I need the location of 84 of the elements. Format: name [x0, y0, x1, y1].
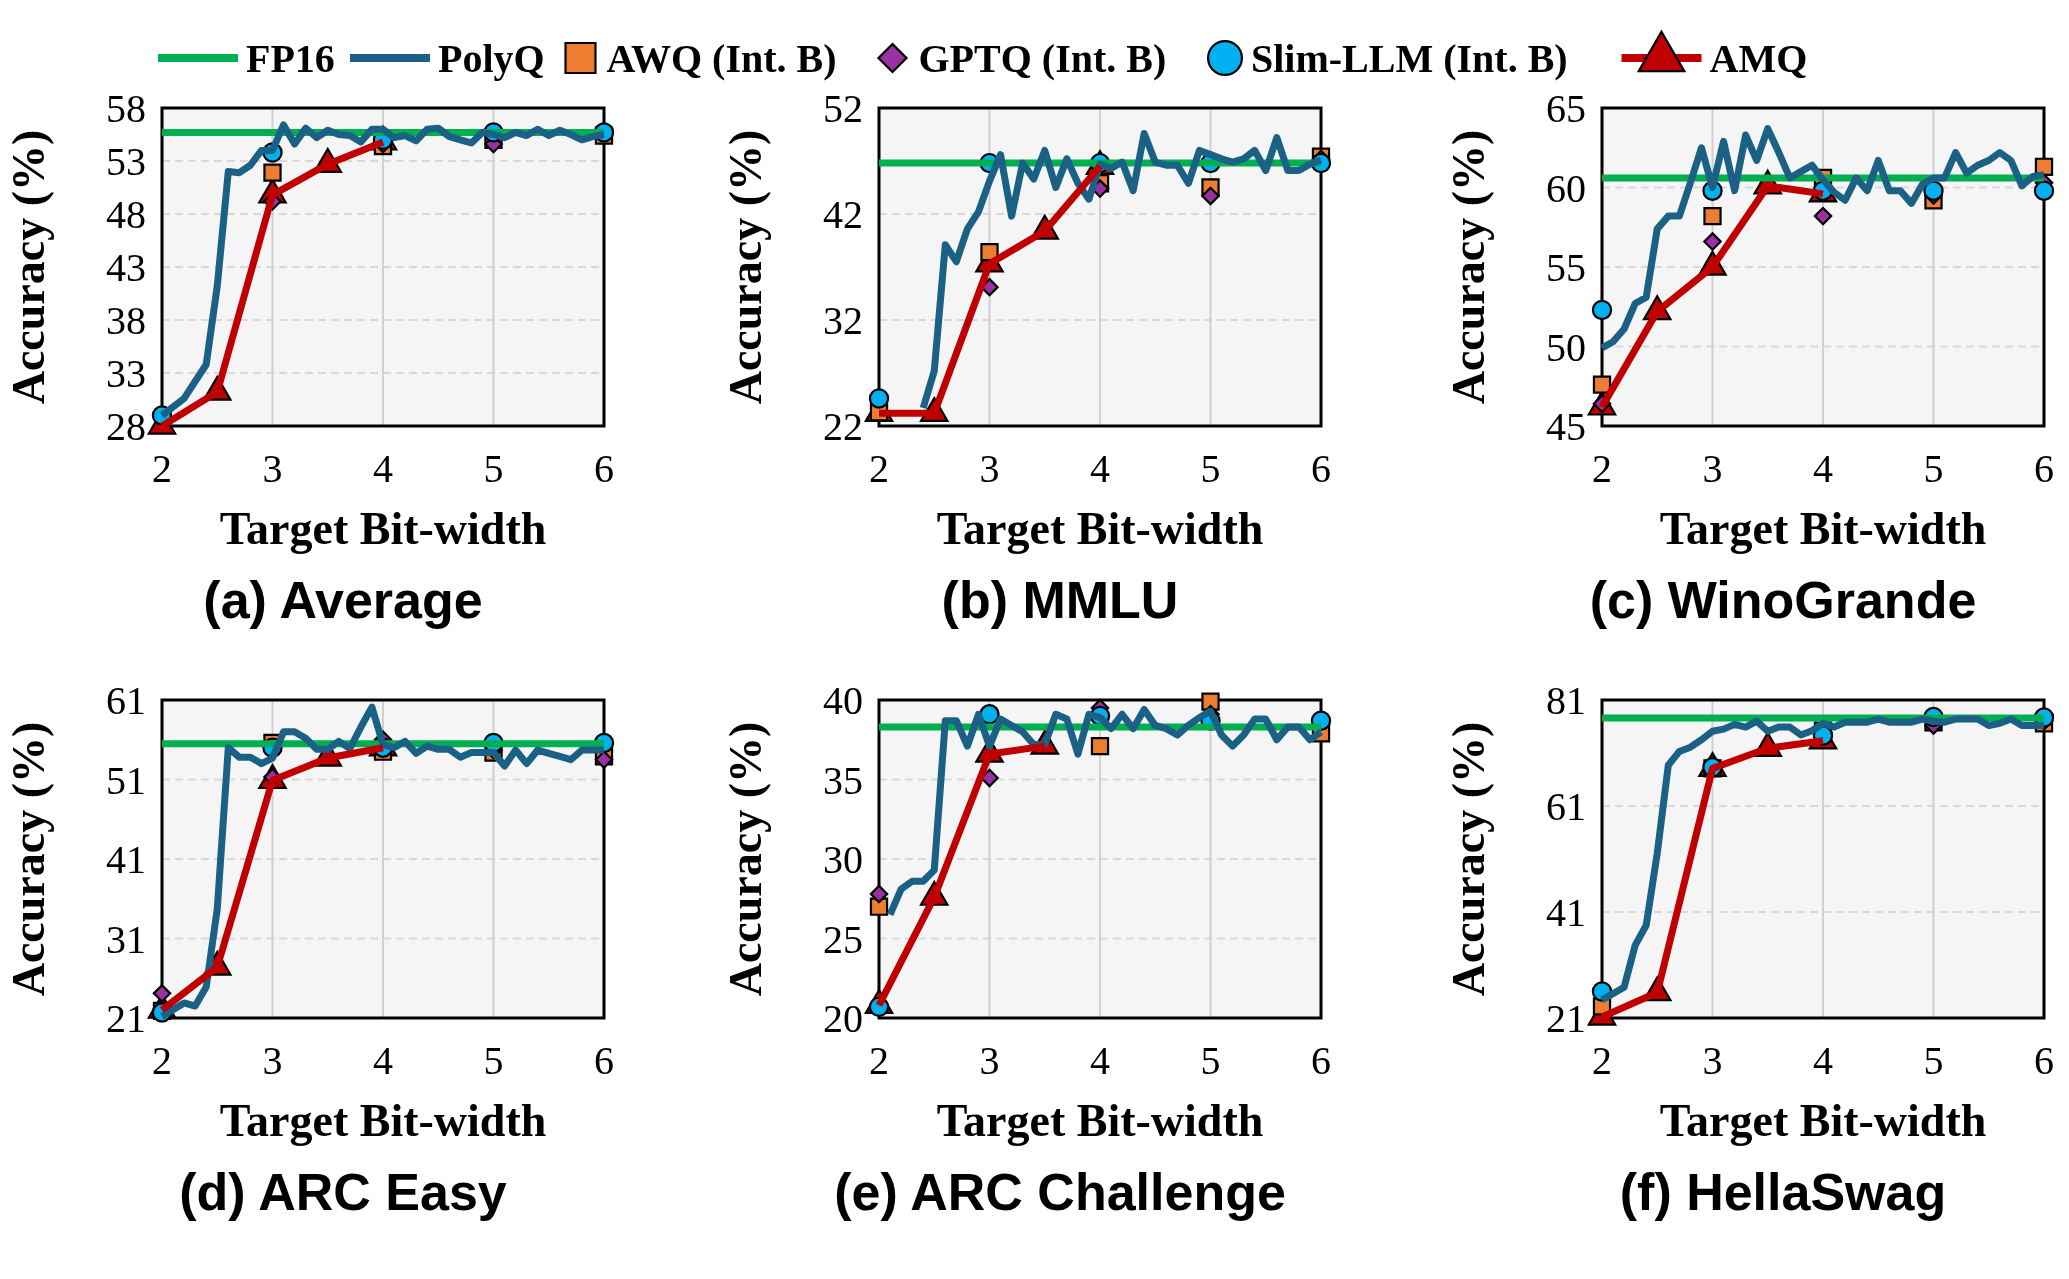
- y-tick-label: 30: [823, 837, 863, 882]
- y-axis-title: Accuracy (%): [3, 721, 54, 997]
- y-axis-title: Accuracy (%): [1443, 129, 1494, 405]
- y-tick-label: 41: [106, 837, 146, 882]
- y-tick-label: 53: [106, 139, 146, 184]
- x-axis-title: Target Bit-width: [219, 1095, 547, 1146]
- y-tick-label: 51: [106, 757, 146, 803]
- x-axis-title: Target Bit-width: [936, 503, 1264, 554]
- y-tick-label: 38: [106, 298, 146, 343]
- y-tick-label: 42: [823, 192, 863, 237]
- text: (f) HellaSwag: [1619, 1163, 1947, 1221]
- legend-label: FP16: [246, 36, 335, 81]
- y-axis-title: Accuracy (%): [3, 129, 54, 405]
- y-tick-label: 21: [106, 996, 146, 1041]
- x-tick-label: 3: [1702, 1038, 1723, 1083]
- x-tick-label: 2: [152, 1038, 172, 1083]
- x-tick-label: 5: [483, 446, 504, 491]
- y-tick-label: 50: [1546, 324, 1586, 370]
- x-tick-label: 6: [1311, 446, 1331, 491]
- x-tick-label: 5: [1923, 1038, 1944, 1083]
- x-tick-label: 6: [594, 446, 614, 491]
- y-tick-label: 43: [106, 245, 146, 290]
- x-tick-label: 2: [869, 1038, 889, 1083]
- x-tick-label: 4: [1813, 446, 1833, 491]
- x-tick-label: 3: [979, 1038, 1000, 1083]
- x-tick-label: 6: [2034, 446, 2054, 491]
- y-tick-label: 22: [823, 404, 863, 449]
- y-tick-label: 52: [823, 86, 863, 131]
- y-tick-label: 21: [1546, 996, 1586, 1041]
- x-tick-label: 4: [373, 1038, 393, 1083]
- x-tick-label: 5: [1923, 446, 1944, 491]
- y-axis-title: Accuracy (%): [720, 721, 771, 997]
- y-tick-label: 40: [823, 678, 863, 723]
- x-tick-label: 5: [1200, 446, 1221, 491]
- x-axis-title: Target Bit-width: [1659, 1095, 1987, 1146]
- y-tick-label: 55: [1546, 245, 1586, 290]
- y-tick-label: 81: [1546, 678, 1586, 723]
- legend-label: Slim-LLM (Int. B): [1251, 36, 1568, 81]
- y-tick-label: 58: [106, 86, 146, 131]
- text: (d) ARC Easy: [179, 1163, 507, 1221]
- x-tick-label: 5: [483, 1038, 504, 1083]
- x-tick-label: 4: [1090, 446, 1110, 491]
- x-axis-title: Target Bit-width: [219, 503, 547, 554]
- x-tick-label: 6: [1311, 1038, 1331, 1083]
- text: (b) MMLU: [941, 571, 1179, 629]
- legend-label: PolyQ: [438, 36, 545, 81]
- x-tick-label: 2: [869, 446, 889, 491]
- legend-label: GPTQ (Int. B): [918, 36, 1167, 81]
- y-tick-label: 31: [106, 916, 146, 962]
- y-tick-label: 65: [1546, 86, 1586, 131]
- text: (e) ARC Challenge: [834, 1163, 1286, 1221]
- y-tick-label: 60: [1546, 165, 1586, 211]
- x-tick-label: 3: [262, 1038, 283, 1083]
- x-tick-label: 3: [1702, 446, 1723, 491]
- x-tick-label: 3: [979, 446, 1000, 491]
- x-tick-label: 5: [1200, 1038, 1221, 1083]
- x-axis-title: Target Bit-width: [936, 1095, 1264, 1146]
- x-tick-label: 2: [152, 446, 172, 491]
- y-axis-title: Accuracy (%): [720, 129, 771, 405]
- y-tick-label: 20: [823, 996, 863, 1041]
- y-tick-label: 32: [823, 298, 863, 343]
- text: (a) Average: [203, 571, 483, 629]
- x-tick-label: 6: [2034, 1038, 2054, 1083]
- x-axis-title: Target Bit-width: [1659, 503, 1987, 554]
- x-tick-label: 6: [594, 1038, 614, 1083]
- y-tick-label: 61: [1546, 784, 1586, 829]
- legend-label: AWQ (Int. B): [606, 36, 837, 81]
- y-tick-label: 35: [823, 757, 863, 803]
- x-tick-label: 2: [1592, 446, 1612, 491]
- text: (c) WinoGrande: [1589, 571, 1977, 629]
- y-tick-label: 28: [106, 404, 146, 449]
- x-tick-label: 4: [1813, 1038, 1833, 1083]
- y-tick-label: 25: [823, 916, 863, 962]
- y-axis-title: Accuracy (%): [1443, 721, 1494, 997]
- legend-label: AMQ: [1709, 36, 1808, 81]
- x-tick-label: 4: [1090, 1038, 1110, 1083]
- x-tick-label: 4: [373, 446, 393, 491]
- x-tick-label: 2: [1592, 1038, 1612, 1083]
- y-tick-label: 33: [106, 351, 146, 396]
- y-tick-label: 48: [106, 192, 146, 237]
- y-tick-label: 61: [106, 678, 146, 723]
- y-tick-label: 45: [1546, 404, 1586, 449]
- y-tick-label: 41: [1546, 890, 1586, 935]
- x-tick-label: 3: [262, 446, 283, 491]
